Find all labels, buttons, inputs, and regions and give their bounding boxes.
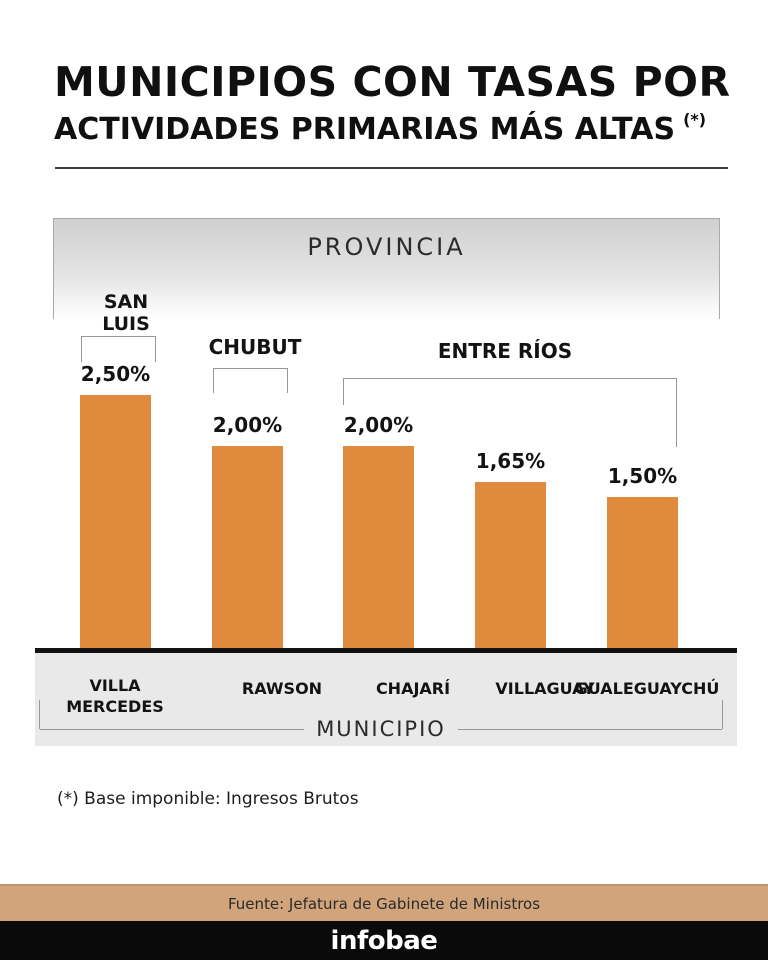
provincia-axis-label: PROVINCIA <box>307 233 466 261</box>
municipio-axis-box: VILLA MERCEDES RAWSON CHAJARÍ VILLAGUAY … <box>35 653 737 746</box>
municipality-label-gualeguaychu: GUALEGUAYCHÚ <box>574 679 720 698</box>
province-label-entre-rios: ENTRE RÍOS <box>437 339 573 363</box>
bar-villa-mercedes <box>80 395 151 650</box>
municipio-bracket-right-leg <box>722 700 723 729</box>
bar-value-label: 2,00% <box>343 413 414 437</box>
municipio-bracket-line-left <box>40 728 305 730</box>
bar-group-rawson: 2,00% <box>212 413 283 650</box>
municipality-label-rawson: RAWSON <box>241 679 323 698</box>
x-axis-baseline <box>35 648 737 653</box>
bar-value-label: 2,00% <box>212 413 283 437</box>
provincia-axis-box: PROVINCIA <box>53 218 720 319</box>
infobae-logo: infobae <box>330 925 438 956</box>
bracket-san-luis <box>81 336 156 362</box>
bar-group-villa-mercedes: 2,50% <box>80 362 151 650</box>
brand-band: infobae <box>0 921 768 960</box>
title-divider-line <box>55 167 728 169</box>
bracket-entre-rios-right-leg <box>676 379 677 447</box>
bar-group-villaguay: 1,65% <box>475 449 546 650</box>
bar-value-label: 2,50% <box>80 362 151 386</box>
bar-group-gualeguaychu: 1,50% <box>607 464 678 650</box>
municipality-label-villa-mercedes: VILLA MERCEDES <box>66 676 164 716</box>
municipio-bracket-line-right <box>457 728 723 730</box>
municipio-axis-label: MUNICIPIO <box>316 717 446 741</box>
municipio-bracket-left-leg <box>39 700 40 729</box>
source-band: Fuente: Jefatura de Gabinete de Ministro… <box>0 884 768 921</box>
page-title-line1: MUNICIPIOS CON TASAS POR <box>54 58 731 106</box>
bracket-chubut <box>213 368 288 393</box>
bracket-entre-rios-left-leg <box>343 379 344 405</box>
bracket-entre-rios <box>343 378 677 447</box>
bar-chajari <box>343 446 414 650</box>
municipality-label-villaguay: VILLAGUAY <box>495 679 595 698</box>
title-footnote-marker: (*) <box>683 110 707 129</box>
bar-group-chajari: 2,00% <box>343 413 414 650</box>
bar-rawson <box>212 446 283 650</box>
bar-villaguay <box>475 481 546 650</box>
province-label-chubut: CHUBUT <box>208 335 302 359</box>
bar-value-label: 1,50% <box>607 464 678 488</box>
source-text: Fuente: Jefatura de Gabinete de Ministro… <box>227 894 541 913</box>
footnote: (*) Base imponible: Ingresos Brutos <box>57 789 359 809</box>
page-title-line2: ACTIVIDADES PRIMARIAS MÁS ALTAS (*) <box>54 110 706 147</box>
page-title-line2-text: ACTIVIDADES PRIMARIAS MÁS ALTAS <box>54 112 676 147</box>
municipality-label-chajari: CHAJARÍ <box>375 679 451 698</box>
municipio-axis: MUNICIPIO <box>40 715 723 743</box>
bar-chart-area: 2,50% 2,00% 2,00% 1,65% 1,50% <box>80 362 678 650</box>
province-label-san-luis: SAN LUIS <box>102 291 150 335</box>
bar-value-label: 1,65% <box>475 448 546 473</box>
bar-gualeguaychu <box>607 497 678 650</box>
